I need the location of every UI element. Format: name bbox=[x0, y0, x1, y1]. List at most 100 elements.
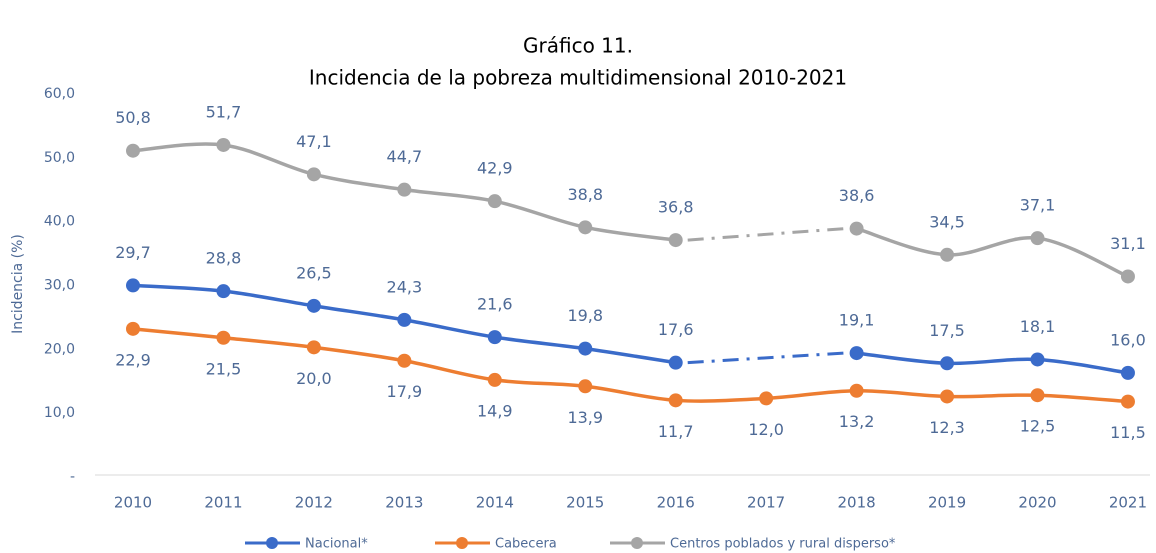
data-point bbox=[306, 167, 321, 182]
data-label: 12,5 bbox=[1020, 417, 1056, 436]
data-point bbox=[668, 393, 683, 408]
data-point bbox=[397, 182, 412, 197]
data-point bbox=[1030, 388, 1045, 403]
y-axis-label: Incidencia (%) bbox=[10, 234, 26, 334]
data-label: 21,6 bbox=[477, 295, 513, 314]
x-tick-label: 2020 bbox=[1018, 494, 1056, 512]
data-point bbox=[126, 143, 140, 158]
data-point bbox=[578, 379, 593, 394]
data-label: 19,1 bbox=[839, 311, 875, 330]
chart-subtitle: Incidencia de la pobreza multidimensiona… bbox=[309, 66, 847, 90]
data-label: 24,3 bbox=[387, 277, 423, 296]
data-point bbox=[487, 330, 502, 345]
x-tick-label: 2012 bbox=[295, 494, 333, 512]
data-point bbox=[306, 298, 321, 313]
data-label: 11,5 bbox=[1110, 423, 1146, 442]
data-label: 22,9 bbox=[115, 350, 151, 369]
y-tick-label: 50,0 bbox=[44, 150, 75, 166]
data-label: 28,8 bbox=[206, 249, 242, 268]
data-label: 38,6 bbox=[839, 186, 875, 205]
gap-connector bbox=[687, 227, 845, 242]
data-point bbox=[1120, 269, 1135, 284]
data-label: 29,7 bbox=[115, 243, 151, 262]
data-label: 42,9 bbox=[477, 159, 513, 178]
data-point bbox=[578, 220, 593, 235]
data-label: 21,5 bbox=[206, 359, 242, 378]
data-label: 31,1 bbox=[1110, 234, 1146, 253]
x-tick-label: 2015 bbox=[566, 494, 604, 512]
data-label: 11,7 bbox=[658, 422, 694, 441]
data-label: 12,0 bbox=[748, 420, 784, 439]
y-tick-label: 40,0 bbox=[44, 214, 75, 230]
data-point bbox=[487, 194, 502, 209]
data-point bbox=[216, 284, 231, 299]
data-point bbox=[1120, 365, 1135, 380]
data-point bbox=[849, 221, 864, 236]
data-label: 34,5 bbox=[929, 212, 965, 231]
x-tick-label: 2017 bbox=[747, 494, 785, 512]
data-label: 18,1 bbox=[1020, 317, 1056, 336]
x-tick-label: 2014 bbox=[476, 494, 514, 512]
data-label: 12,3 bbox=[929, 418, 965, 437]
data-point bbox=[1030, 231, 1045, 246]
data-label: 17,6 bbox=[658, 320, 694, 339]
y-tick-label: 10,0 bbox=[44, 405, 75, 421]
data-point bbox=[397, 312, 412, 327]
data-label: 50,8 bbox=[115, 108, 151, 127]
y-tick-label: 30,0 bbox=[44, 278, 75, 294]
gap-connector bbox=[687, 351, 845, 365]
legend-label: Cabecera bbox=[495, 537, 557, 552]
x-tick-label: 2019 bbox=[928, 494, 966, 512]
data-point bbox=[940, 356, 955, 371]
y-tick-label: 60,0 bbox=[44, 86, 75, 102]
data-point bbox=[306, 340, 321, 355]
chart-title: Gráfico 11. bbox=[523, 34, 633, 58]
data-point bbox=[940, 247, 955, 262]
y-tick-label: 20,0 bbox=[44, 341, 75, 357]
data-label: 13,2 bbox=[839, 412, 875, 431]
series-line bbox=[856, 226, 1129, 279]
legend-label: Nacional* bbox=[305, 537, 368, 552]
x-tick-label: 2011 bbox=[204, 494, 242, 512]
y-tick-label: - bbox=[70, 469, 75, 485]
data-label: 51,7 bbox=[206, 102, 242, 121]
data-point bbox=[216, 330, 231, 345]
data-point bbox=[940, 389, 955, 404]
x-tick-label: 2018 bbox=[838, 494, 876, 512]
data-point bbox=[216, 137, 231, 152]
x-tick-label: 2021 bbox=[1109, 494, 1147, 512]
legend-marker bbox=[266, 537, 278, 549]
data-point bbox=[759, 391, 774, 406]
data-point bbox=[1030, 352, 1045, 367]
data-point bbox=[849, 346, 864, 361]
series-line bbox=[856, 351, 1129, 375]
data-label: 36,8 bbox=[658, 198, 694, 217]
x-tick-label: 2013 bbox=[385, 494, 423, 512]
series-line bbox=[132, 327, 1129, 404]
data-point bbox=[668, 233, 683, 248]
data-label: 16,0 bbox=[1110, 330, 1146, 349]
data-label: 17,9 bbox=[387, 382, 423, 401]
data-point bbox=[849, 383, 864, 398]
data-label: 37,1 bbox=[1020, 196, 1056, 215]
data-label: 20,0 bbox=[296, 369, 332, 388]
data-point bbox=[126, 278, 140, 293]
legend-label: Centros poblados y rural disperso* bbox=[670, 537, 896, 552]
data-label: 14,9 bbox=[477, 401, 513, 420]
data-label: 13,9 bbox=[567, 408, 603, 427]
data-label: 44,7 bbox=[387, 147, 423, 166]
data-point bbox=[578, 341, 593, 356]
data-label: 19,8 bbox=[567, 306, 603, 325]
data-point bbox=[126, 321, 140, 336]
legend-marker bbox=[631, 537, 643, 549]
data-label: 17,5 bbox=[929, 321, 965, 340]
data-point bbox=[397, 353, 412, 368]
x-tick-label: 2010 bbox=[114, 494, 152, 512]
data-point bbox=[487, 372, 502, 387]
data-label: 47,1 bbox=[296, 132, 332, 151]
data-point bbox=[1120, 394, 1135, 409]
x-tick-label: 2016 bbox=[657, 494, 695, 512]
data-label: 38,8 bbox=[567, 185, 603, 204]
data-point bbox=[668, 355, 683, 370]
